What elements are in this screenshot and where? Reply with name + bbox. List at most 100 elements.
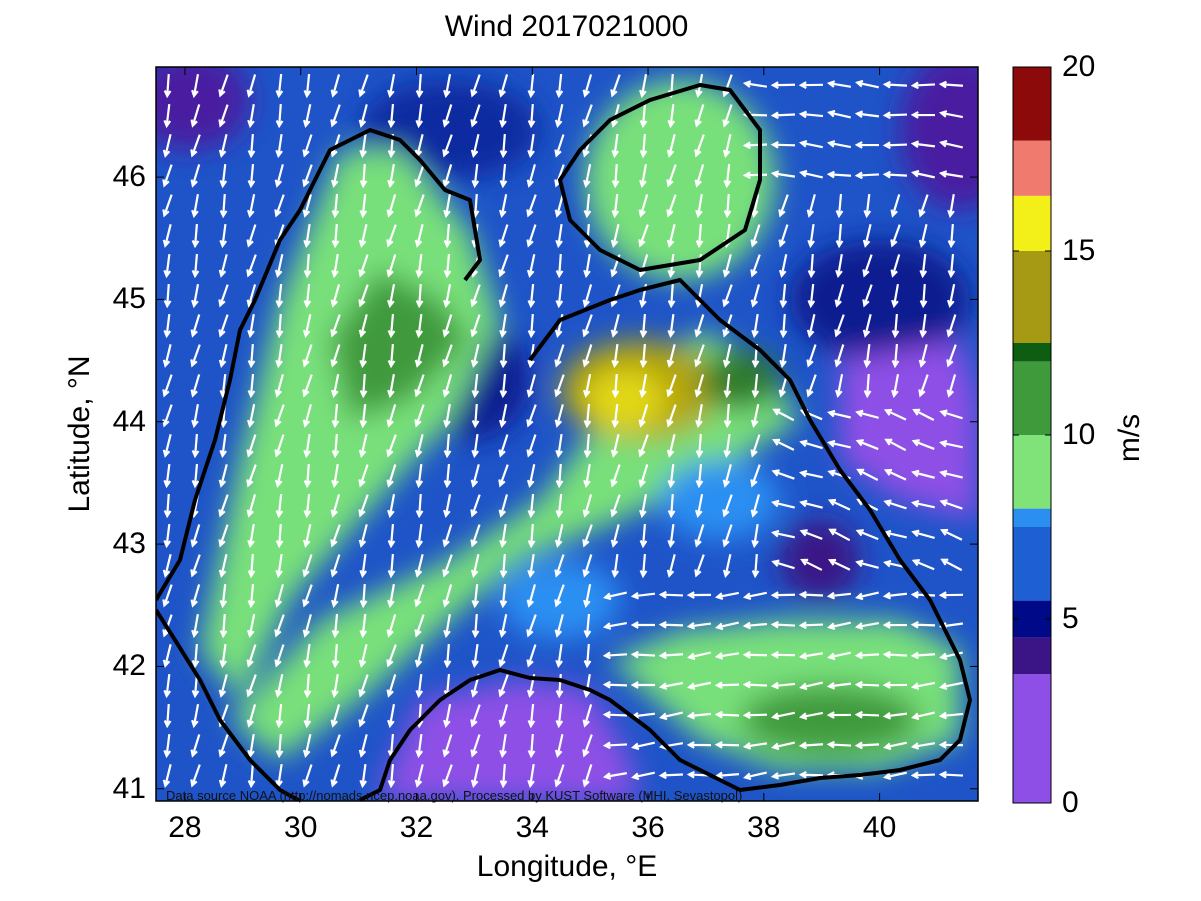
- wind-arrow: [387, 73, 396, 99]
- wind-arrow: [527, 703, 536, 729]
- wind-arrow: [639, 493, 648, 519]
- wind-arrow: [555, 433, 563, 459]
- wind-arrow: [330, 704, 341, 728]
- wind-arrow: [667, 313, 676, 339]
- wind-arrow: [247, 103, 255, 129]
- wind-arrow: [750, 284, 761, 308]
- wind-arrow: [723, 163, 732, 189]
- wind-arrow: [826, 170, 852, 179]
- wind-arrow: [302, 104, 312, 129]
- wind-arrow: [498, 674, 509, 698]
- wind-arrow: [275, 313, 284, 339]
- wind-arrow: [610, 524, 620, 548]
- wind-arrow: [527, 73, 536, 99]
- wind-arrow: [527, 733, 536, 759]
- wind-arrow: [246, 224, 257, 248]
- wind-arrow: [694, 314, 705, 338]
- wind-arrow: [471, 583, 480, 609]
- wind-arrow: [191, 463, 200, 489]
- wind-arrow: [162, 614, 173, 638]
- wind-arrow: [471, 613, 480, 639]
- wind-arrow: [912, 408, 935, 421]
- wind-arrow: [162, 224, 172, 248]
- y-tick-41: 41: [112, 771, 146, 805]
- wind-arrow: [190, 134, 201, 158]
- wind-arrow: [470, 764, 480, 788]
- wind-arrow: [555, 643, 563, 669]
- wind-arrow: [526, 464, 536, 489]
- wind-arrow: [471, 373, 480, 399]
- wind-arrow: [835, 253, 843, 279]
- wind-arrow: [302, 164, 313, 188]
- wind-arrow: [918, 224, 928, 248]
- wind-arrow: [415, 493, 424, 519]
- wind-arrow: [940, 558, 963, 572]
- wind-arrow: [498, 614, 508, 639]
- wind-arrow: [639, 553, 648, 579]
- wind-arrow: [499, 733, 507, 759]
- wind-arrow: [722, 104, 733, 128]
- wind-arrow: [302, 584, 313, 608]
- wind-arrow: [666, 404, 677, 428]
- wind-arrow: [330, 554, 341, 578]
- wind-arrow: [359, 763, 368, 789]
- wind-arrow: [946, 314, 957, 338]
- wind-arrow: [940, 528, 963, 541]
- wind-arrow: [854, 141, 880, 149]
- wind-arrow: [658, 620, 684, 629]
- wind-arrow: [798, 652, 824, 660]
- wind-arrow: [555, 283, 564, 309]
- wind-arrow: [826, 621, 851, 631]
- wind-arrow: [630, 650, 656, 659]
- wind-arrow: [191, 283, 200, 309]
- wind-arrow: [359, 163, 368, 189]
- wind-arrow: [415, 253, 424, 279]
- wind-arrow: [611, 343, 620, 369]
- wind-arrow: [190, 524, 201, 548]
- wind-arrow: [835, 373, 844, 399]
- wind-arrow: [359, 403, 368, 429]
- colorbar-label: m/s: [1113, 413, 1146, 463]
- wind-arrow: [331, 403, 340, 429]
- wind-arrow: [303, 703, 312, 729]
- wind-arrow: [526, 194, 537, 218]
- wind-arrow: [770, 620, 796, 629]
- wind-arrow: [526, 434, 537, 458]
- wind-arrow: [722, 254, 732, 278]
- wind-arrow: [442, 584, 453, 608]
- wind-arrow: [247, 553, 256, 579]
- wind-arrow: [686, 711, 712, 720]
- wind-arrow: [611, 193, 620, 219]
- wind-arrow: [771, 559, 795, 570]
- wind-arrow: [742, 80, 768, 88]
- wind-arrow: [555, 463, 564, 489]
- colorbar-band-5: [1013, 435, 1051, 509]
- wind-arrow: [582, 494, 593, 518]
- wind-arrow: [583, 643, 592, 669]
- wind-arrow: [666, 374, 677, 398]
- wind-arrow: [386, 194, 397, 218]
- wind-arrow: [414, 614, 425, 638]
- wind-arrow: [443, 193, 451, 219]
- wind-arrow: [498, 194, 508, 219]
- wind-arrow: [554, 374, 565, 398]
- wind-arrow: [554, 404, 564, 428]
- wind-arrow: [911, 439, 935, 450]
- wind-arrow: [743, 771, 767, 781]
- wind-arrow: [582, 104, 593, 128]
- wind-arrow: [414, 374, 425, 398]
- wind-arrow: [639, 313, 648, 339]
- wind-arrow: [742, 171, 768, 179]
- wind-arrow: [247, 193, 256, 219]
- wind-arrow: [358, 644, 368, 668]
- wind-arrow: [274, 374, 284, 398]
- wind-arrow: [387, 763, 396, 789]
- wind-arrow: [443, 73, 452, 99]
- wind-arrow: [275, 703, 284, 729]
- wind-arrow: [722, 494, 733, 518]
- wind-arrow: [275, 523, 284, 549]
- wind-arrow: [938, 110, 964, 119]
- wind-arrow: [498, 464, 509, 488]
- wind-arrow: [939, 499, 963, 510]
